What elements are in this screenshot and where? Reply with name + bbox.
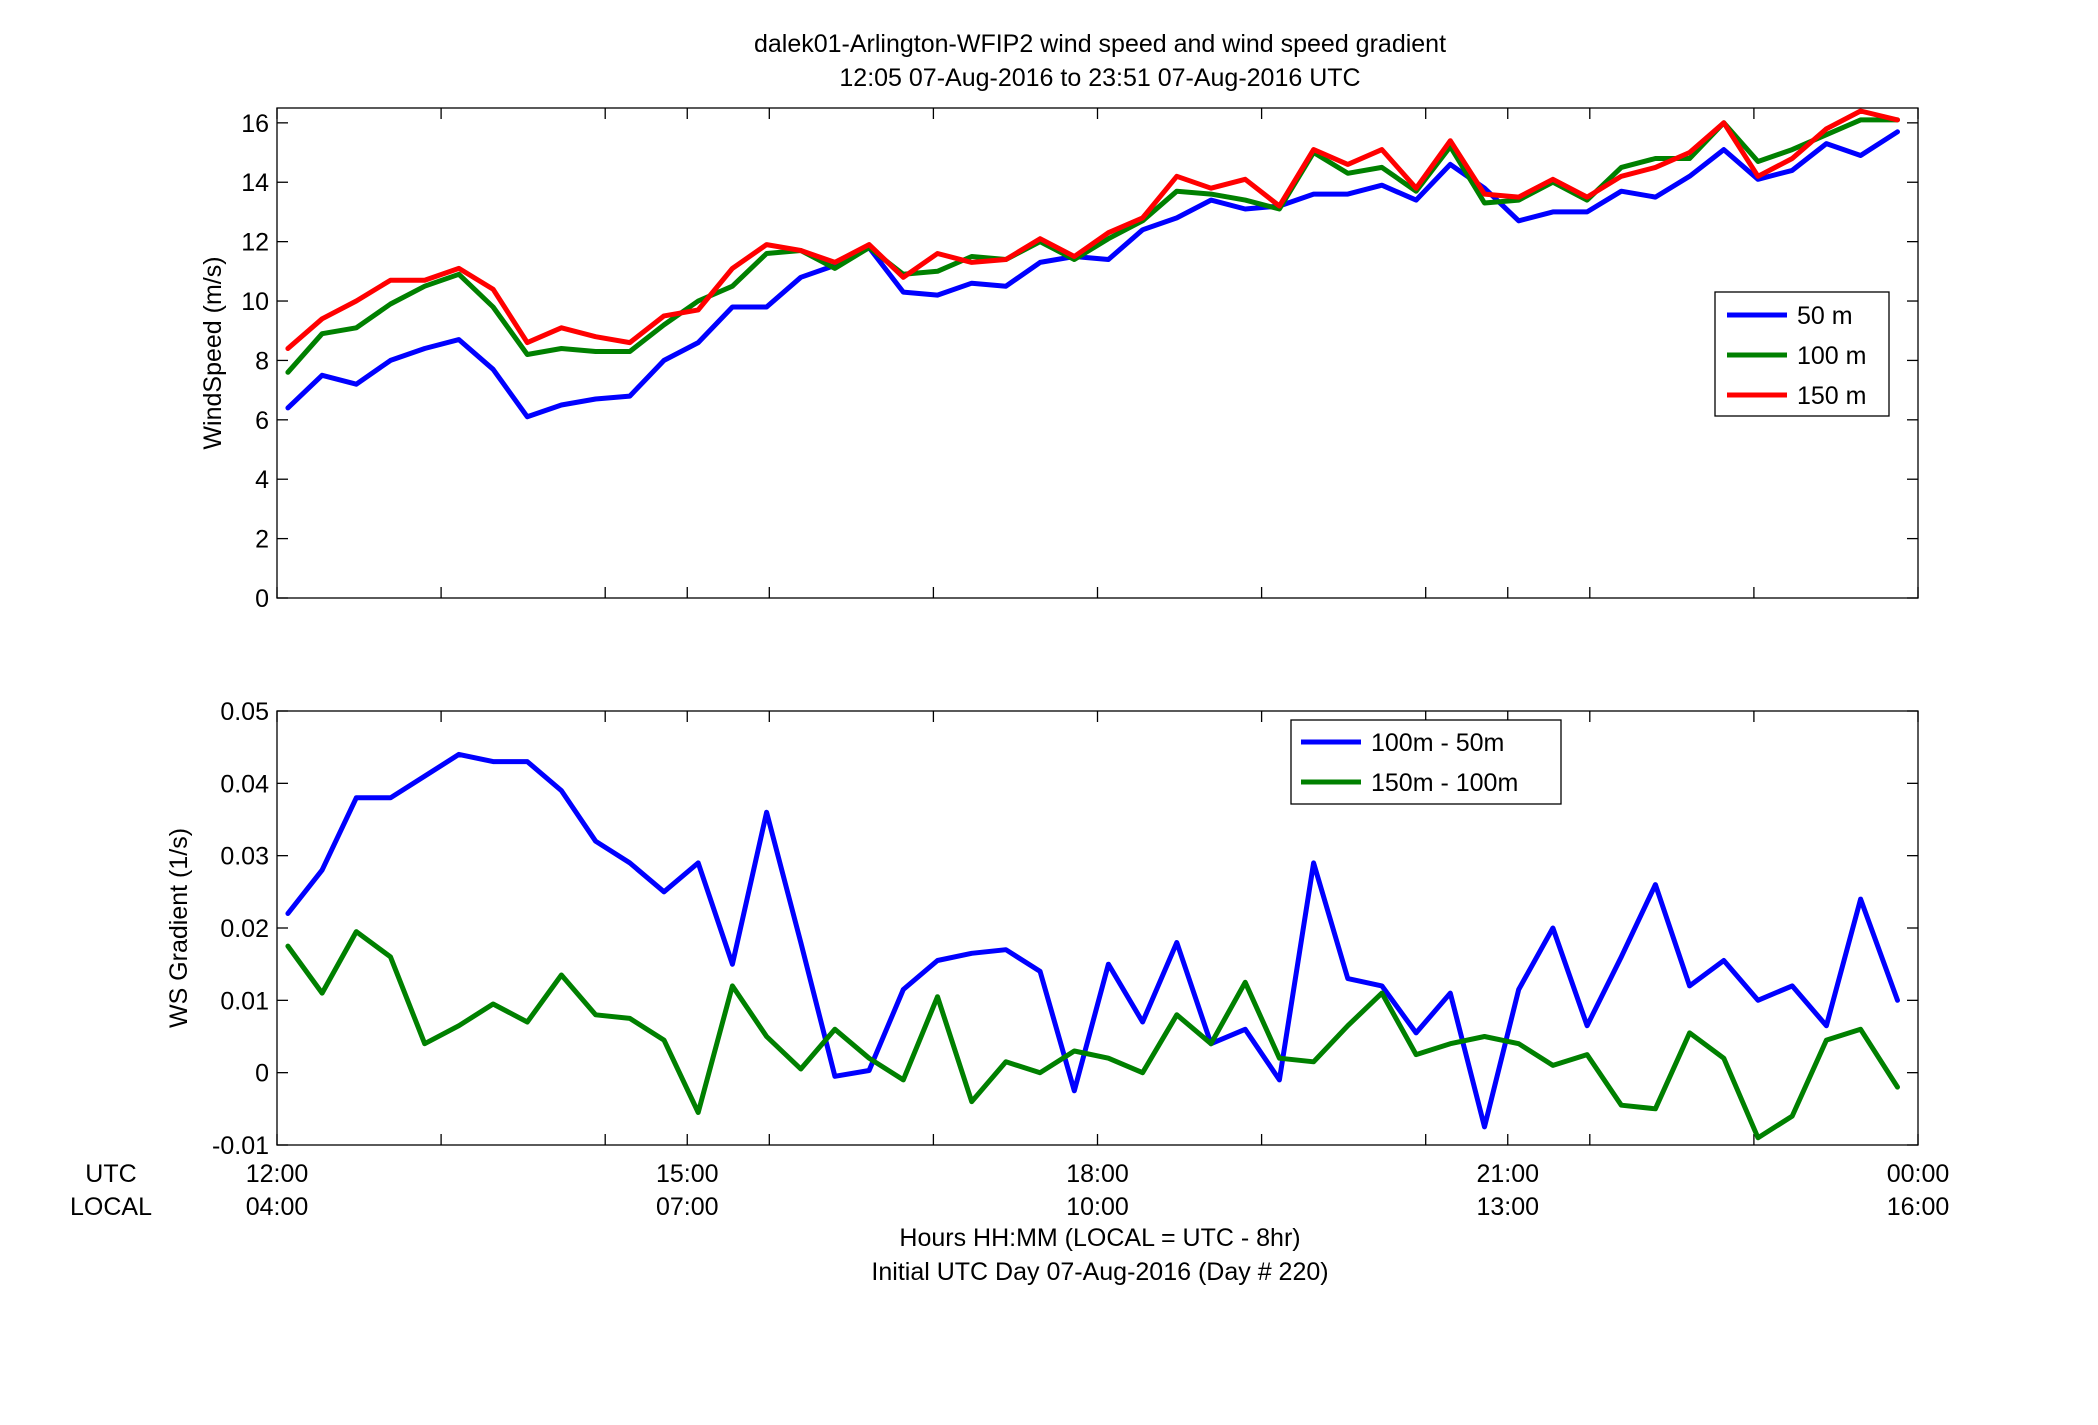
windspeed-panel: 0 2 4 6 8 10 12 14 16 WindSpeed (m/s) 50 m 100 m… — [199, 107, 1919, 613]
windspeed-legend: 50 m 100 m 150 m — [1714, 291, 1890, 417]
figure-title-line2: 12:05 07-Aug-2016 to 23:51 07-Aug-2016 U… — [839, 64, 1360, 92]
windspeed-ytick-label: 4 — [255, 466, 269, 494]
windspeed-series-100-m — [285, 117, 1900, 375]
windspeed-ytick-label: 8 — [255, 347, 269, 375]
gradient-xtick-label-local: 07:00 — [656, 1193, 719, 1221]
gradient-xtick-label-utc: 12:00 — [246, 1160, 309, 1188]
windspeed-ytick-label: 0 — [255, 585, 269, 613]
windspeed-legend-label-150m: 150 m — [1797, 382, 1866, 410]
gradient-legend-label-150m-100m: 150m - 100m — [1371, 769, 1518, 797]
gradient-xtick-label-utc: 21:00 — [1476, 1160, 1539, 1188]
windspeed-ytick-labels: 0 2 4 6 8 10 12 14 16 — [241, 110, 269, 613]
gradient-panel: -0.01 0 0.01 0.02 0.03 0.04 0.05 WS Gradient (… — [165, 698, 1949, 1221]
windspeed-ticks — [276, 108, 1919, 599]
figure-title-line1: dalek01-Arlington-WFIP2 wind speed and w… — [754, 30, 1446, 58]
windspeed-series-150-m — [285, 108, 1900, 351]
gradient-ytick-label: 0.02 — [220, 915, 269, 943]
gradient-ytick-label: -0.01 — [212, 1132, 269, 1160]
gradient-ytick-label: 0.03 — [220, 843, 269, 871]
gradient-xtick-labels: 12:00 04:00 15:00 07:00 18:00 10:00 21:00 13:00… — [246, 1160, 1950, 1221]
windspeed-ytick-label: 6 — [255, 407, 269, 435]
windspeed-ytick-label: 14 — [241, 169, 269, 197]
gradient-xtick-label-local: 13:00 — [1476, 1193, 1539, 1221]
gradient-series-100m-50m — [285, 751, 1900, 1130]
gradient-legend-label-100m-50m: 100m - 50m — [1371, 729, 1504, 757]
x-axis-label-line2: Initial UTC Day 07-Aug-2016 (Day # 220) — [871, 1258, 1328, 1286]
gradient-ytick-labels: -0.01 0 0.01 0.02 0.03 0.04 0.05 — [212, 698, 269, 1160]
windspeed-ytick-label: 10 — [241, 288, 269, 316]
gradient-xtick-label-local: 04:00 — [246, 1193, 309, 1221]
row-label-local: LOCAL — [70, 1193, 152, 1221]
gradient-xtick-label-local: 16:00 — [1887, 1193, 1950, 1221]
gradient-legend: 100m - 50m 150m - 100m — [1290, 719, 1562, 805]
gradient-ytick-label: 0.04 — [220, 770, 269, 798]
windspeed-series-50-m — [285, 129, 1900, 420]
windspeed-ylabel: WindSpeed (m/s) — [199, 256, 227, 449]
gradient-series-lines — [285, 751, 1900, 1141]
gradient-xtick-label-local: 10:00 — [1066, 1193, 1129, 1221]
windspeed-ytick-label: 16 — [241, 110, 269, 138]
gradient-xtick-label-utc: 15:00 — [656, 1160, 719, 1188]
gradient-xtick-label-utc: 00:00 — [1887, 1160, 1950, 1188]
gradient-ytick-label: 0.01 — [220, 987, 269, 1015]
gradient-legend-box — [1290, 719, 1562, 805]
gradient-series-150m-100m — [285, 929, 1900, 1141]
gradient-ylabel: WS Gradient (1/s) — [165, 828, 193, 1028]
x-axis-label-line1: Hours HH:MM (LOCAL = UTC - 8hr) — [899, 1224, 1300, 1252]
gradient-ticks — [276, 710, 1919, 1146]
windspeed-legend-label-100m: 100 m — [1797, 342, 1866, 370]
gradient-ytick-label: 0.05 — [220, 698, 269, 726]
windspeed-ytick-label: 12 — [241, 229, 269, 257]
row-label-utc: UTC — [85, 1160, 136, 1188]
gradient-ytick-label: 0 — [255, 1060, 269, 1088]
windspeed-series-lines — [285, 108, 1900, 420]
windspeed-legend-label-50m: 50 m — [1797, 302, 1853, 330]
windspeed-ytick-label: 2 — [255, 526, 269, 554]
gradient-xtick-label-utc: 18:00 — [1066, 1160, 1129, 1188]
